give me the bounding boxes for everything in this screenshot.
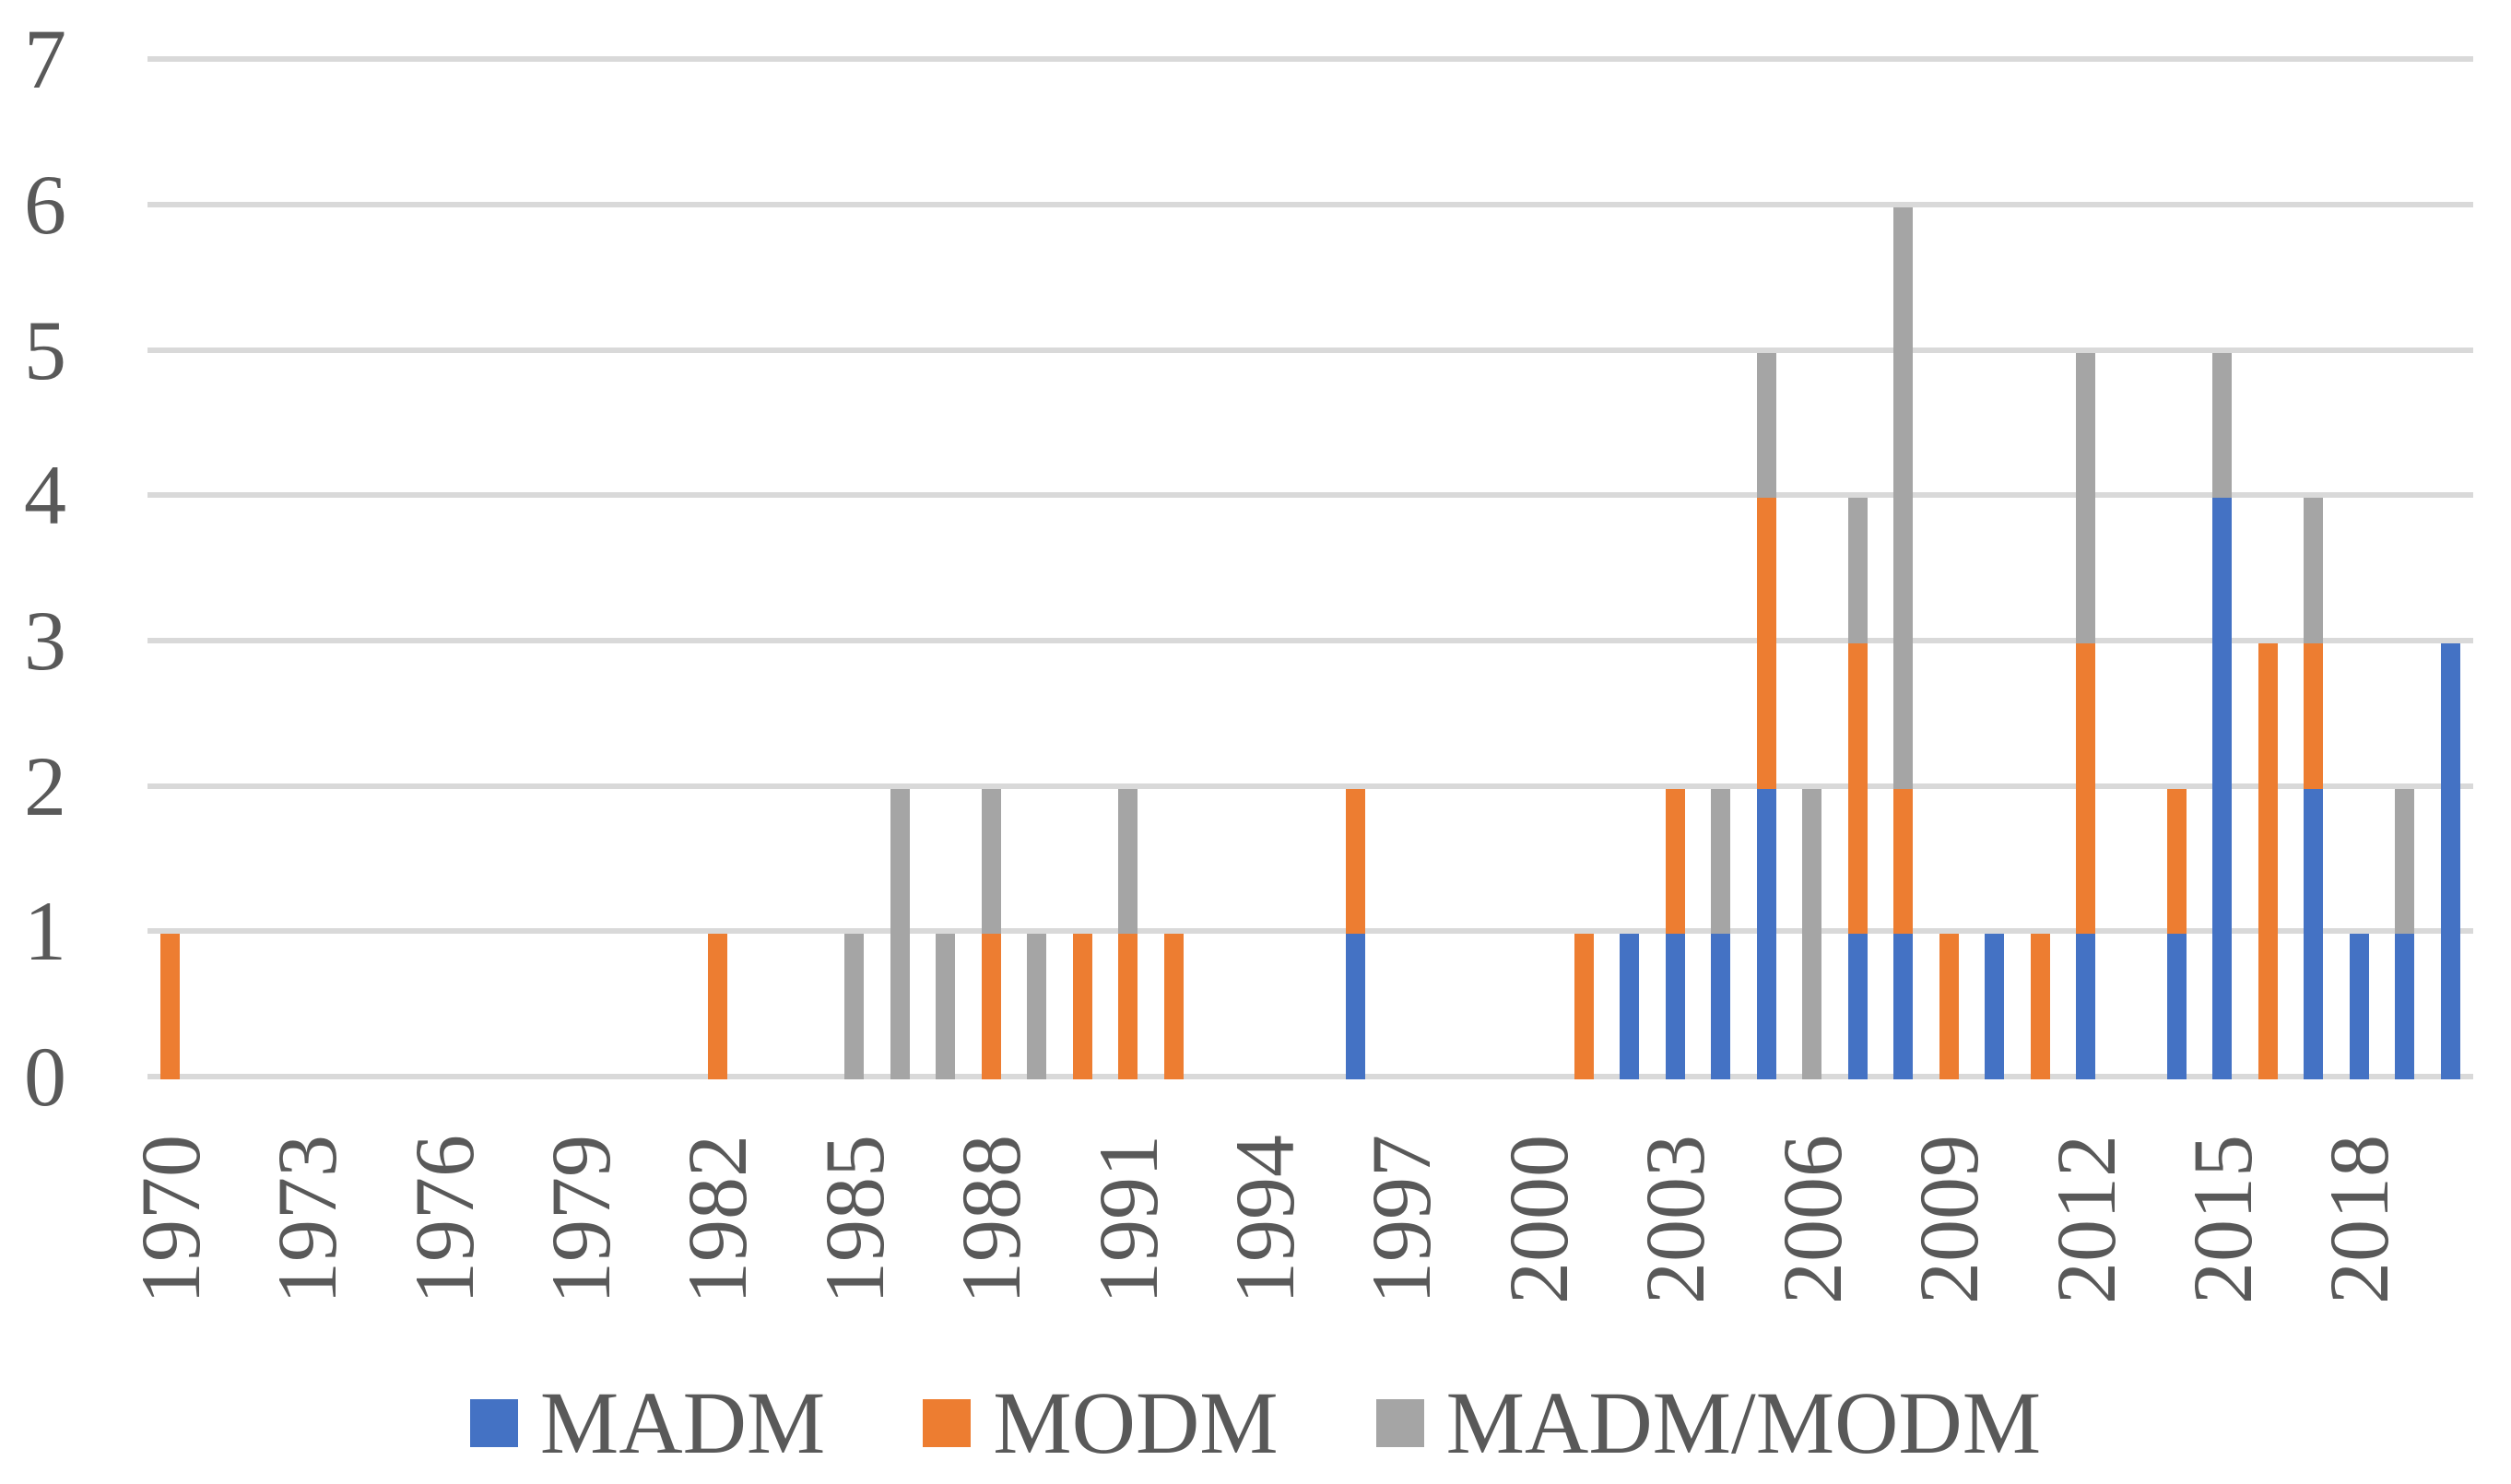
x-tick-label-2018: 2018 xyxy=(2312,1134,2407,1304)
plot-area xyxy=(147,56,2473,1079)
bar-segment-modm-2007 xyxy=(1847,642,1868,935)
y-tick-label-1: 1 xyxy=(24,884,66,979)
modm-swatch-icon xyxy=(923,1399,972,1447)
bar-segment-madm-2018 xyxy=(2349,934,2369,1079)
gridline-y6 xyxy=(147,201,2473,207)
bar-segment-madm-modm-2012 xyxy=(2076,352,2095,643)
bar-segment-madm-modm-2015 xyxy=(2212,352,2233,499)
bar-segment-madm-2010 xyxy=(1985,934,2005,1079)
y-tick-label-7: 7 xyxy=(24,12,66,107)
bar-segment-modm-2003 xyxy=(1665,788,1685,935)
bar-segment-modm-2014 xyxy=(2166,788,2187,935)
y-tick-label-5: 5 xyxy=(24,302,66,397)
bar-segment-madm-2015 xyxy=(2212,498,2233,1079)
bar-segment-modm-2008 xyxy=(1893,788,1914,935)
bar-segment-madm-2003 xyxy=(1665,934,1685,1079)
bar-segment-modm-1992 xyxy=(1163,934,1184,1079)
legend: MADM MODM MADM/MODM xyxy=(0,1379,2511,1467)
bar-segment-madm-modm-1988 xyxy=(981,788,1001,935)
bar-segment-madm-modm-2017 xyxy=(2304,498,2324,643)
bar-segment-modm-1970 xyxy=(160,934,181,1079)
legend-item-modm: MODM xyxy=(923,1373,1279,1472)
bar-segment-madm-2002 xyxy=(1620,934,1640,1079)
bar-segment-madm-modm-2019 xyxy=(2395,788,2415,935)
bar-segment-modm-1996 xyxy=(1346,788,1366,935)
bar-segment-madm-2012 xyxy=(2076,934,2095,1079)
bar-segment-madm-modm-1987 xyxy=(936,934,956,1079)
bar-segment-modm-2001 xyxy=(1574,934,1594,1079)
bar-segment-modm-1991 xyxy=(1118,934,1138,1079)
madm-modm-swatch-icon xyxy=(1375,1399,1424,1447)
y-tick-label-6: 6 xyxy=(24,157,66,252)
bar-segment-madm-2008 xyxy=(1893,934,1914,1079)
bar-segment-madm-modm-2006 xyxy=(1802,788,1822,1079)
bar-segment-modm-2005 xyxy=(1756,498,1776,789)
gridline-y3 xyxy=(147,637,2473,643)
gridline-y2 xyxy=(147,783,2473,789)
bar-segment-modm-2016 xyxy=(2258,642,2278,1079)
gridline-y4 xyxy=(147,492,2473,499)
y-tick-label-4: 4 xyxy=(24,448,66,543)
madm-swatch-icon xyxy=(469,1399,518,1447)
bar-segment-madm-modm-2007 xyxy=(1847,498,1868,643)
bar-segment-madm-modm-1986 xyxy=(890,788,910,1079)
legend-item-madm: MADM xyxy=(469,1373,826,1472)
bar-segment-modm-1982 xyxy=(707,934,727,1079)
y-tick-label-3: 3 xyxy=(24,593,66,688)
y-tick-label-0: 0 xyxy=(24,1030,66,1124)
bar-segment-modm-2011 xyxy=(2030,934,2050,1079)
bar-segment-madm-2005 xyxy=(1756,788,1776,1079)
gridline-y0 xyxy=(147,1074,2473,1079)
bar-segment-modm-2017 xyxy=(2304,642,2324,789)
bar-segment-madm-modm-1985 xyxy=(844,934,865,1079)
bar-segment-madm-2014 xyxy=(2166,934,2187,1079)
bar-segment-madm-modm-1991 xyxy=(1118,788,1138,935)
bar-segment-madm-1996 xyxy=(1346,934,1366,1079)
bar-segment-madm-2007 xyxy=(1847,934,1868,1079)
gridline-y5 xyxy=(147,347,2473,353)
bar-segment-madm-2004 xyxy=(1711,934,1731,1079)
legend-label-madm-modm: MADM/MODM xyxy=(1445,1373,2042,1472)
legend-label-madm: MADM xyxy=(539,1373,826,1472)
y-tick-label-2: 2 xyxy=(24,738,66,833)
legend-item-madm-modm: MADM/MODM xyxy=(1375,1373,2042,1472)
bar-segment-madm-2017 xyxy=(2304,788,2324,1079)
bar-segment-modm-1990 xyxy=(1072,934,1092,1079)
gridline-y1 xyxy=(147,928,2473,935)
bar-segment-madm-modm-2004 xyxy=(1711,788,1731,935)
bar-segment-madm-modm-2008 xyxy=(1893,206,1914,789)
bar-segment-madm-2020 xyxy=(2440,642,2460,1079)
legend-label-modm: MODM xyxy=(993,1373,1279,1472)
bar-segment-modm-2009 xyxy=(1939,934,1959,1079)
bar-segment-madm-2019 xyxy=(2395,934,2415,1079)
bar-segment-madm-modm-2005 xyxy=(1756,352,1776,499)
bar-segment-madm-modm-1989 xyxy=(1027,934,1047,1079)
bar-segment-modm-2012 xyxy=(2076,642,2095,935)
gridline-y7 xyxy=(147,56,2473,63)
bar-segment-modm-1988 xyxy=(981,934,1001,1079)
